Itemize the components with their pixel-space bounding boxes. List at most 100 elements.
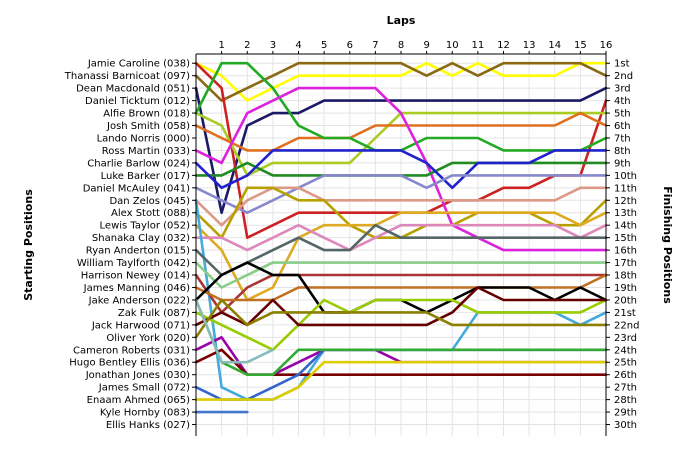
x-tick-label: 7 [372, 40, 378, 51]
chart-title: Laps [387, 14, 416, 27]
series-line-8 [194, 86, 608, 252]
position-label: 11th [614, 183, 637, 194]
driver-label: Jonathan Jones (030) [85, 370, 190, 381]
x-tick-label: 12 [497, 40, 510, 51]
series-line-15 [194, 223, 608, 252]
x-tick-label: 13 [523, 40, 536, 51]
x-tick-label: 8 [398, 40, 404, 51]
position-label: 30th [614, 420, 637, 431]
series-line-12 [194, 186, 608, 227]
position-label: 12th [614, 196, 637, 207]
position-label: 19th [614, 283, 637, 294]
driver-label: Ellis Hanks (027) [106, 420, 190, 431]
series-line-6 [194, 111, 608, 152]
series-line-14 [194, 211, 608, 302]
driver-label: Oliver York (020) [106, 333, 190, 344]
x-tick-label: 3 [270, 40, 276, 51]
driver-label: Cameron Roberts (031) [73, 345, 190, 356]
driver-label: William Taylforth (042) [77, 258, 190, 269]
driver-label: Jack Harwood (071) [91, 320, 190, 331]
position-label: 6th [614, 121, 631, 132]
position-label: 21st [614, 308, 636, 319]
position-label: 14th [614, 221, 637, 232]
x-tick-label: 2 [244, 40, 250, 51]
driver-label: Hugo Bentley Ellis (036) [69, 358, 190, 369]
series-line-1 [194, 61, 608, 102]
driver-label: Alfie Brown (018) [103, 109, 190, 120]
position-label: 4th [614, 96, 631, 107]
x-tick-label: 16 [600, 40, 613, 51]
series-line-18 [194, 261, 608, 289]
position-label: 5th [614, 109, 631, 120]
series-line-17 [194, 223, 608, 277]
position-label: 15th [614, 233, 637, 244]
position-label: 1st [614, 59, 630, 70]
position-label: 23rd [614, 333, 637, 344]
position-label: 29th [614, 408, 637, 419]
position-label: 18th [614, 271, 637, 282]
y-axis-label-left: Starting Positions [22, 189, 35, 301]
driver-label: Charlie Barlow (024) [87, 158, 190, 169]
driver-label: Enaam Ahmed (065) [87, 395, 190, 406]
position-label: 3rd [614, 84, 631, 95]
driver-label: Luke Barker (017) [101, 171, 190, 182]
driver-label: Lando Norris (000) [97, 133, 190, 144]
y-axis-label-right: Finishing Positions [661, 186, 674, 304]
position-label: 7th [614, 133, 631, 144]
driver-label: Kyle Hornby (083) [100, 408, 190, 419]
position-label: 13th [614, 208, 637, 219]
driver-label: Jake Anderson (022) [88, 295, 190, 306]
position-label: 2nd [614, 71, 633, 82]
x-tick-label: 15 [574, 40, 587, 51]
series-line-10 [194, 149, 608, 190]
position-label: 9th [614, 158, 631, 169]
position-label: 16th [614, 246, 637, 257]
position-label: 26th [614, 370, 637, 381]
series-line-24 [194, 298, 608, 339]
position-label: 25th [614, 358, 637, 369]
position-label: 20th [614, 295, 637, 306]
x-tick-label: 9 [423, 40, 429, 51]
x-tick-label: 4 [295, 40, 301, 51]
series-line-3 [194, 86, 608, 214]
driver-label: Daniel McAuley (041) [83, 183, 190, 194]
driver-label: Josh Smith (058) [106, 121, 190, 132]
driver-label: Shanaka Clay (032) [92, 233, 190, 244]
series-line-29 [194, 298, 608, 377]
position-label: 28th [614, 395, 637, 406]
driver-label: James Small (072) [98, 383, 190, 394]
driver-label: Alex Stott (088) [111, 208, 190, 219]
series-line-22 [194, 298, 608, 352]
series-line-23 [194, 286, 608, 327]
series-line-19 [194, 273, 608, 314]
driver-label: Dan Zelos (045) [109, 196, 190, 207]
driver-label: James Manning (046) [83, 283, 190, 294]
driver-label: Jamie Caroline (038) [87, 59, 190, 70]
series-line-28 [194, 360, 608, 401]
driver-label: Zak Fulk (087) [118, 308, 190, 319]
driver-label: Thanassi Barnicoat (097) [64, 71, 190, 82]
driver-label: Ross Martin (033) [102, 146, 190, 157]
x-tick-label: 6 [347, 40, 353, 51]
series-line-11 [194, 174, 608, 214]
position-label: 24th [614, 345, 637, 356]
driver-label: Lewis Taylor (052) [100, 221, 191, 232]
x-tick-label: 11 [472, 40, 485, 51]
x-tick-label: 14 [548, 40, 561, 51]
series-line-31 [194, 298, 275, 364]
driver-label: Harrison Newey (014) [81, 271, 190, 282]
driver-label: Ryan Anderton (015) [86, 246, 190, 257]
position-label: 8th [614, 146, 631, 157]
x-tick-label: 1 [218, 40, 224, 51]
position-label: 10th [614, 171, 637, 182]
position-label: 22nd [614, 320, 639, 331]
x-tick-label: 10 [446, 40, 459, 51]
x-tick-label: 5 [321, 40, 327, 51]
position-label: 27th [614, 383, 637, 394]
driver-label: Dean Macdonald (051) [76, 84, 190, 95]
series-line-20 [194, 273, 608, 302]
driver-label: Daniel Ticktum (012) [85, 96, 190, 107]
position-label: 17th [614, 258, 637, 269]
